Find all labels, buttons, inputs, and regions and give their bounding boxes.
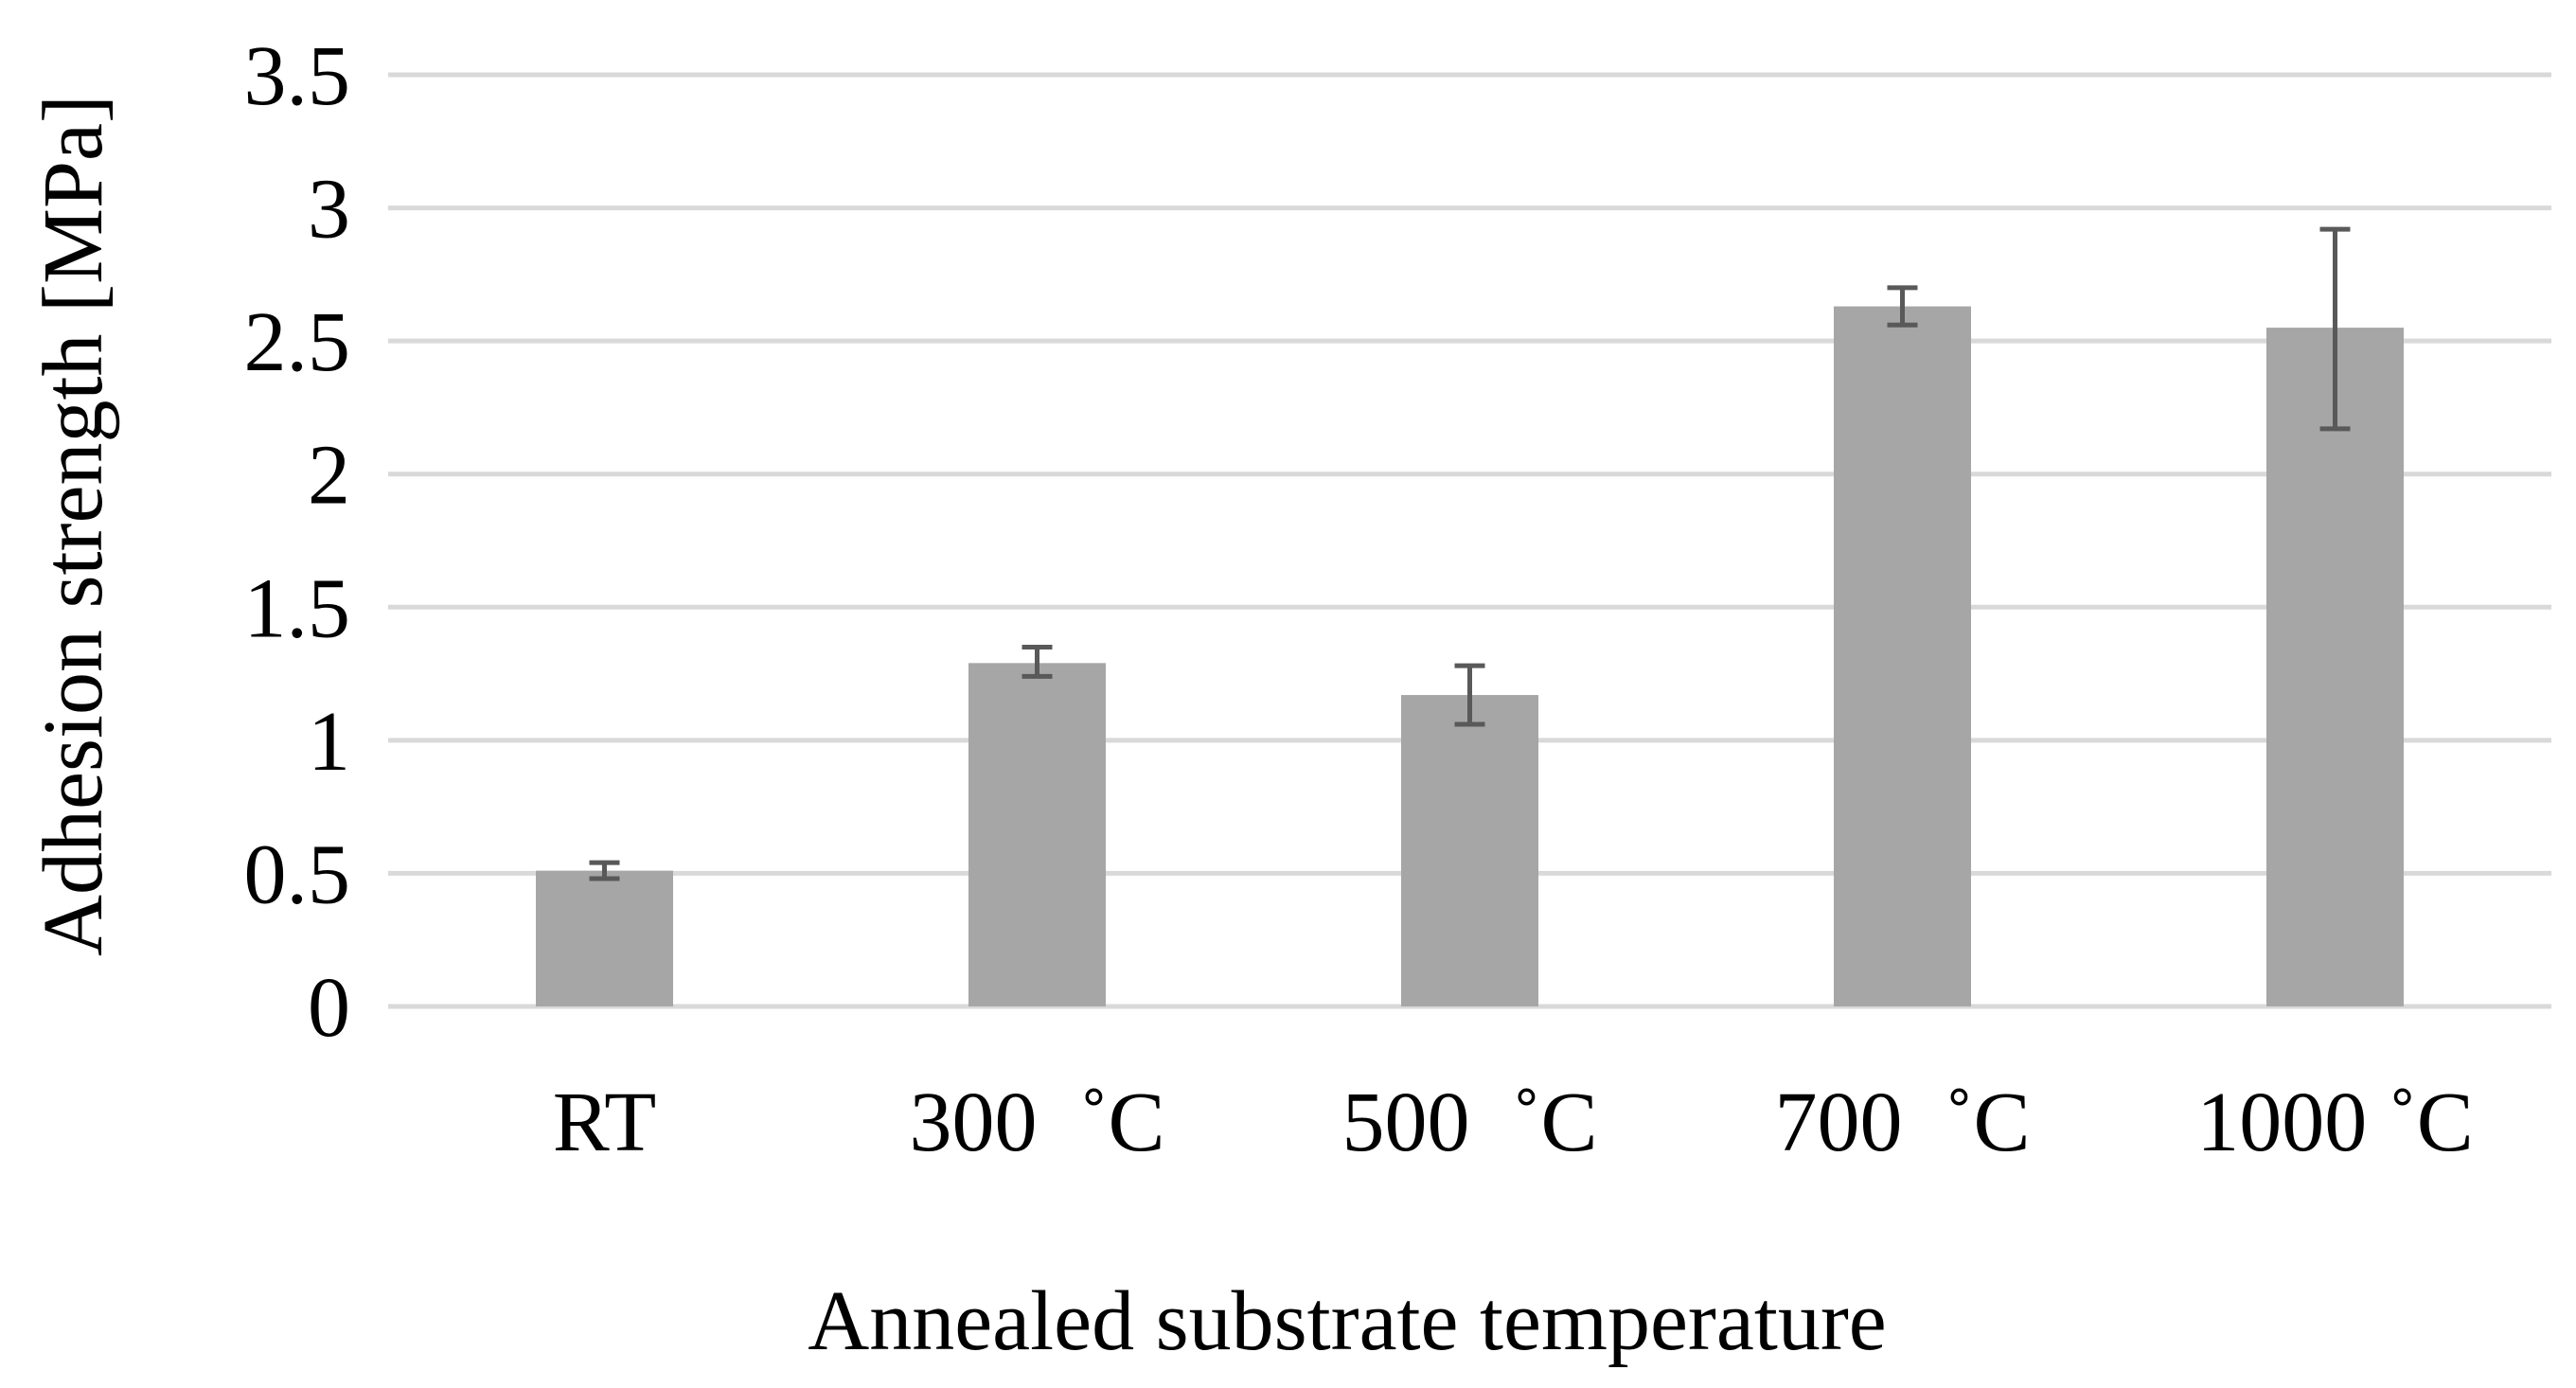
x-tick-label: RT [553,1076,657,1169]
x-axis-title: Annealed substrate temperature [808,1274,1887,1368]
bar [1834,306,1971,1006]
y-tick-label: 1 [308,695,350,789]
x-tick-labels: RT 300 ˚C 500 ˚C 700 ˚C 1000 ˚C [553,1076,2474,1169]
x-tick-label: 1000 ˚C [2196,1076,2474,1169]
y-tick-label: 0.5 [244,827,351,921]
y-tick-label: 3.5 [244,29,351,123]
y-axis-title: Adhesion strength [MPa] [27,95,120,956]
bar [536,870,673,1006]
y-tick-label: 2.5 [244,295,351,389]
bar [2266,328,2404,1007]
x-tick-label: 500 ˚C [1342,1076,1598,1169]
x-tick-label: 700 ˚C [1775,1076,2031,1169]
y-tick-labels: 0 0.5 1 1.5 2 2.5 3 3.5 [244,29,351,1055]
x-tick-label: 300 ˚C [910,1076,1165,1169]
y-tick-label: 0 [308,961,350,1055]
error-bars [589,226,2351,881]
y-tick-label: 1.5 [244,561,351,655]
bar [968,663,1106,1006]
bar [1401,695,1538,1006]
bars [536,306,2404,1007]
y-tick-label: 3 [308,163,350,257]
y-tick-label: 2 [308,429,350,523]
